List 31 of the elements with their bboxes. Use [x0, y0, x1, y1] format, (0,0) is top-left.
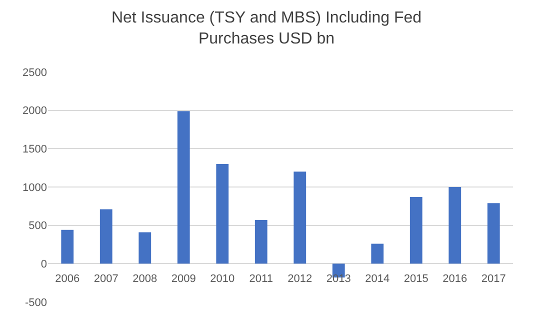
bar — [61, 230, 74, 264]
x-tick-label: 2010 — [210, 272, 235, 285]
y-tick-label: -500 — [24, 296, 47, 309]
bar — [177, 111, 190, 264]
x-tick-label: 2011 — [249, 272, 273, 285]
y-tick-label: 0 — [40, 258, 47, 271]
chart-title: Net Issuance (TSY and MBS) Including Fed Purchases USD bn — [111, 9, 422, 48]
bar — [294, 172, 306, 264]
x-tick-label: 2008 — [132, 272, 158, 285]
y-tick-label: 1000 — [22, 182, 47, 194]
bar — [216, 164, 229, 264]
x-tick-label: 2007 — [94, 272, 118, 285]
y-tick-label: 2500 — [22, 66, 47, 79]
x-tick-label: 2012 — [288, 272, 312, 285]
bar — [371, 244, 384, 264]
x-tick-label: 2006 — [55, 272, 80, 285]
bar — [100, 209, 112, 264]
y-tick-label: 1500 — [22, 144, 47, 156]
bar — [410, 196, 422, 264]
bar — [487, 203, 500, 264]
y-tick-label: 500 — [28, 220, 47, 232]
x-tick-label: 2016 — [442, 272, 468, 285]
x-tick-label: 2014 — [365, 272, 390, 285]
bar — [448, 187, 462, 264]
bar — [254, 220, 268, 264]
bar — [138, 232, 152, 264]
y-tick-label: 2000 — [22, 105, 47, 118]
x-tick-label: 2013 — [326, 272, 351, 285]
x-tick-label: 2009 — [171, 272, 196, 285]
x-tick-label: 2017 — [481, 272, 506, 285]
x-tick-label: 2015 — [404, 272, 428, 285]
